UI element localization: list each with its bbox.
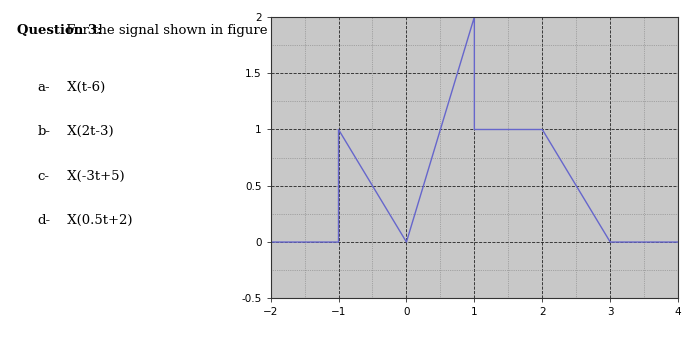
Text: Question 3:: Question 3: (17, 24, 102, 37)
Text: For the signal shown in figure plot.: For the signal shown in figure plot. (62, 24, 301, 37)
Text: X(0.5t+2): X(0.5t+2) (63, 214, 133, 226)
Text: X(t-6): X(t-6) (63, 81, 105, 94)
Text: c-: c- (38, 170, 49, 182)
Text: d-: d- (38, 214, 51, 226)
Text: X(2t-3): X(2t-3) (63, 125, 114, 138)
Text: a-: a- (38, 81, 50, 94)
Text: b-: b- (38, 125, 51, 138)
Text: X(-3t+5): X(-3t+5) (63, 170, 125, 182)
